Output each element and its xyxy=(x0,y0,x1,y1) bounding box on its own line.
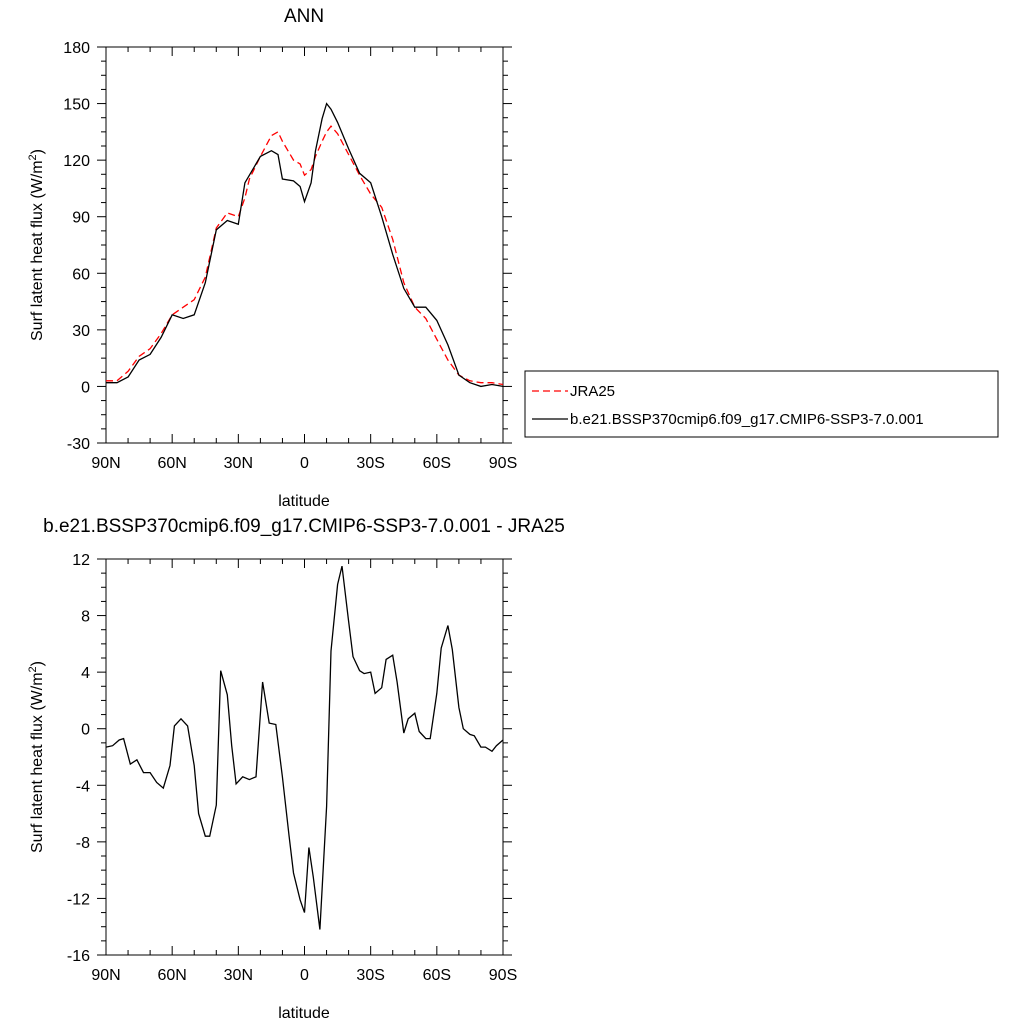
legend-label-0: JRA25 xyxy=(570,383,615,400)
x-tick-label: 90N xyxy=(91,967,120,984)
y-tick-label: 0 xyxy=(81,379,90,396)
y-axis-label: Surf latent heat flux (W/m2) xyxy=(27,661,46,853)
x-tick-label: 60S xyxy=(423,967,451,984)
x-axis-label: latitude xyxy=(278,1005,330,1022)
y-tick-label: 12 xyxy=(72,552,90,569)
y-tick-label: 0 xyxy=(81,722,90,739)
y-axis-label: Surf latent heat flux (W/m2) xyxy=(27,149,46,341)
y-tick-label: 4 xyxy=(81,665,90,682)
y-tick-label: -8 xyxy=(76,835,90,852)
x-tick-label: 60S xyxy=(423,455,451,472)
y-tick-label: 90 xyxy=(72,210,90,227)
x-tick-label: 90S xyxy=(489,455,517,472)
x-tick-label: 60N xyxy=(157,967,186,984)
x-tick-label: 90N xyxy=(91,455,120,472)
y-tick-label: 30 xyxy=(72,323,90,340)
y-tick-label: -16 xyxy=(67,948,90,965)
series-line-0 xyxy=(105,565,504,930)
y-tick-label: -12 xyxy=(67,891,90,908)
y-tick-label: 120 xyxy=(63,153,90,170)
legend-label-1: b.e21.BSSP370cmip6.f09_g17.CMIP6-SSP3-7.… xyxy=(570,411,924,428)
x-tick-label: 90S xyxy=(489,967,517,984)
series-line-0 xyxy=(106,125,504,386)
series-line-1 xyxy=(106,102,504,388)
y-tick-label: 60 xyxy=(72,266,90,283)
x-tick-label: 30S xyxy=(356,967,384,984)
difference-panel: b.e21.BSSP370cmip6.f09_g17.CMIP6-SSP3-7.… xyxy=(27,516,565,1022)
legend: JRA25 b.e21.BSSP370cmip6.f09_g17.CMIP6-SS… xyxy=(524,370,999,438)
annual-latent-heat-panel: ANN latitude Surf latent heat flux (W/m2… xyxy=(27,6,517,510)
y-tick-label: -30 xyxy=(67,436,90,453)
y-tick-label: 150 xyxy=(63,97,90,114)
x-tick-label: 30N xyxy=(224,455,253,472)
panel-title: b.e21.BSSP370cmip6.f09_g17.CMIP6-SSP3-7.… xyxy=(43,516,565,537)
panel-title: ANN xyxy=(284,6,324,27)
legend-box xyxy=(524,370,999,438)
x-tick-label: 30S xyxy=(356,455,384,472)
y-tick-label: 8 xyxy=(81,609,90,626)
y-tick-label: -4 xyxy=(76,778,90,795)
plot-frame xyxy=(105,46,504,444)
x-axis-label: latitude xyxy=(278,493,330,510)
y-tick-label: 180 xyxy=(63,40,90,57)
x-tick-label: 30N xyxy=(224,967,253,984)
x-tick-label: 60N xyxy=(157,455,186,472)
x-tick-label: 0 xyxy=(300,455,309,472)
plot-frame xyxy=(105,558,504,956)
x-tick-label: 0 xyxy=(300,967,309,984)
